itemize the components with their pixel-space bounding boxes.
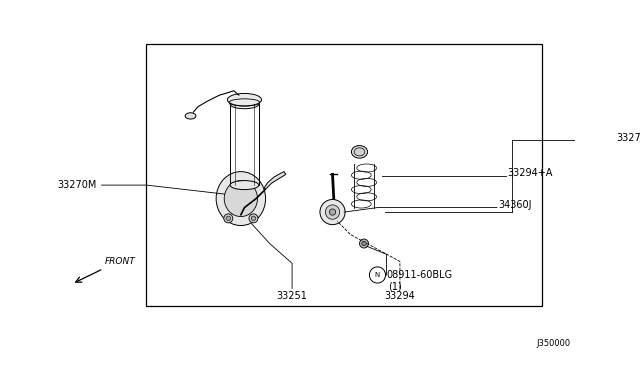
Ellipse shape <box>185 113 196 119</box>
Text: 33270M: 33270M <box>58 180 97 190</box>
Circle shape <box>224 214 233 223</box>
Circle shape <box>360 239 369 248</box>
Text: FRONT: FRONT <box>105 257 136 266</box>
Text: 33251: 33251 <box>276 291 308 301</box>
Text: 33294+A: 33294+A <box>508 169 553 179</box>
Circle shape <box>249 214 258 223</box>
Ellipse shape <box>230 181 259 190</box>
Text: 08911-60BLG: 08911-60BLG <box>387 270 452 280</box>
Text: 33294: 33294 <box>385 291 415 301</box>
Polygon shape <box>264 171 286 190</box>
Ellipse shape <box>230 100 259 109</box>
Circle shape <box>251 216 256 221</box>
Circle shape <box>226 216 230 221</box>
Text: (1): (1) <box>388 282 402 292</box>
Ellipse shape <box>354 148 365 156</box>
Text: N: N <box>375 272 380 278</box>
Text: 33275: 33275 <box>616 134 640 143</box>
Ellipse shape <box>351 145 367 158</box>
Circle shape <box>362 241 366 246</box>
Circle shape <box>369 267 385 283</box>
Circle shape <box>325 205 340 219</box>
Bar <box>147 44 542 307</box>
Text: 34360J: 34360J <box>499 200 532 210</box>
Text: J350000: J350000 <box>536 339 571 348</box>
Ellipse shape <box>227 93 262 106</box>
Circle shape <box>320 199 345 225</box>
Ellipse shape <box>216 171 266 225</box>
Circle shape <box>330 209 335 215</box>
Ellipse shape <box>224 181 257 217</box>
